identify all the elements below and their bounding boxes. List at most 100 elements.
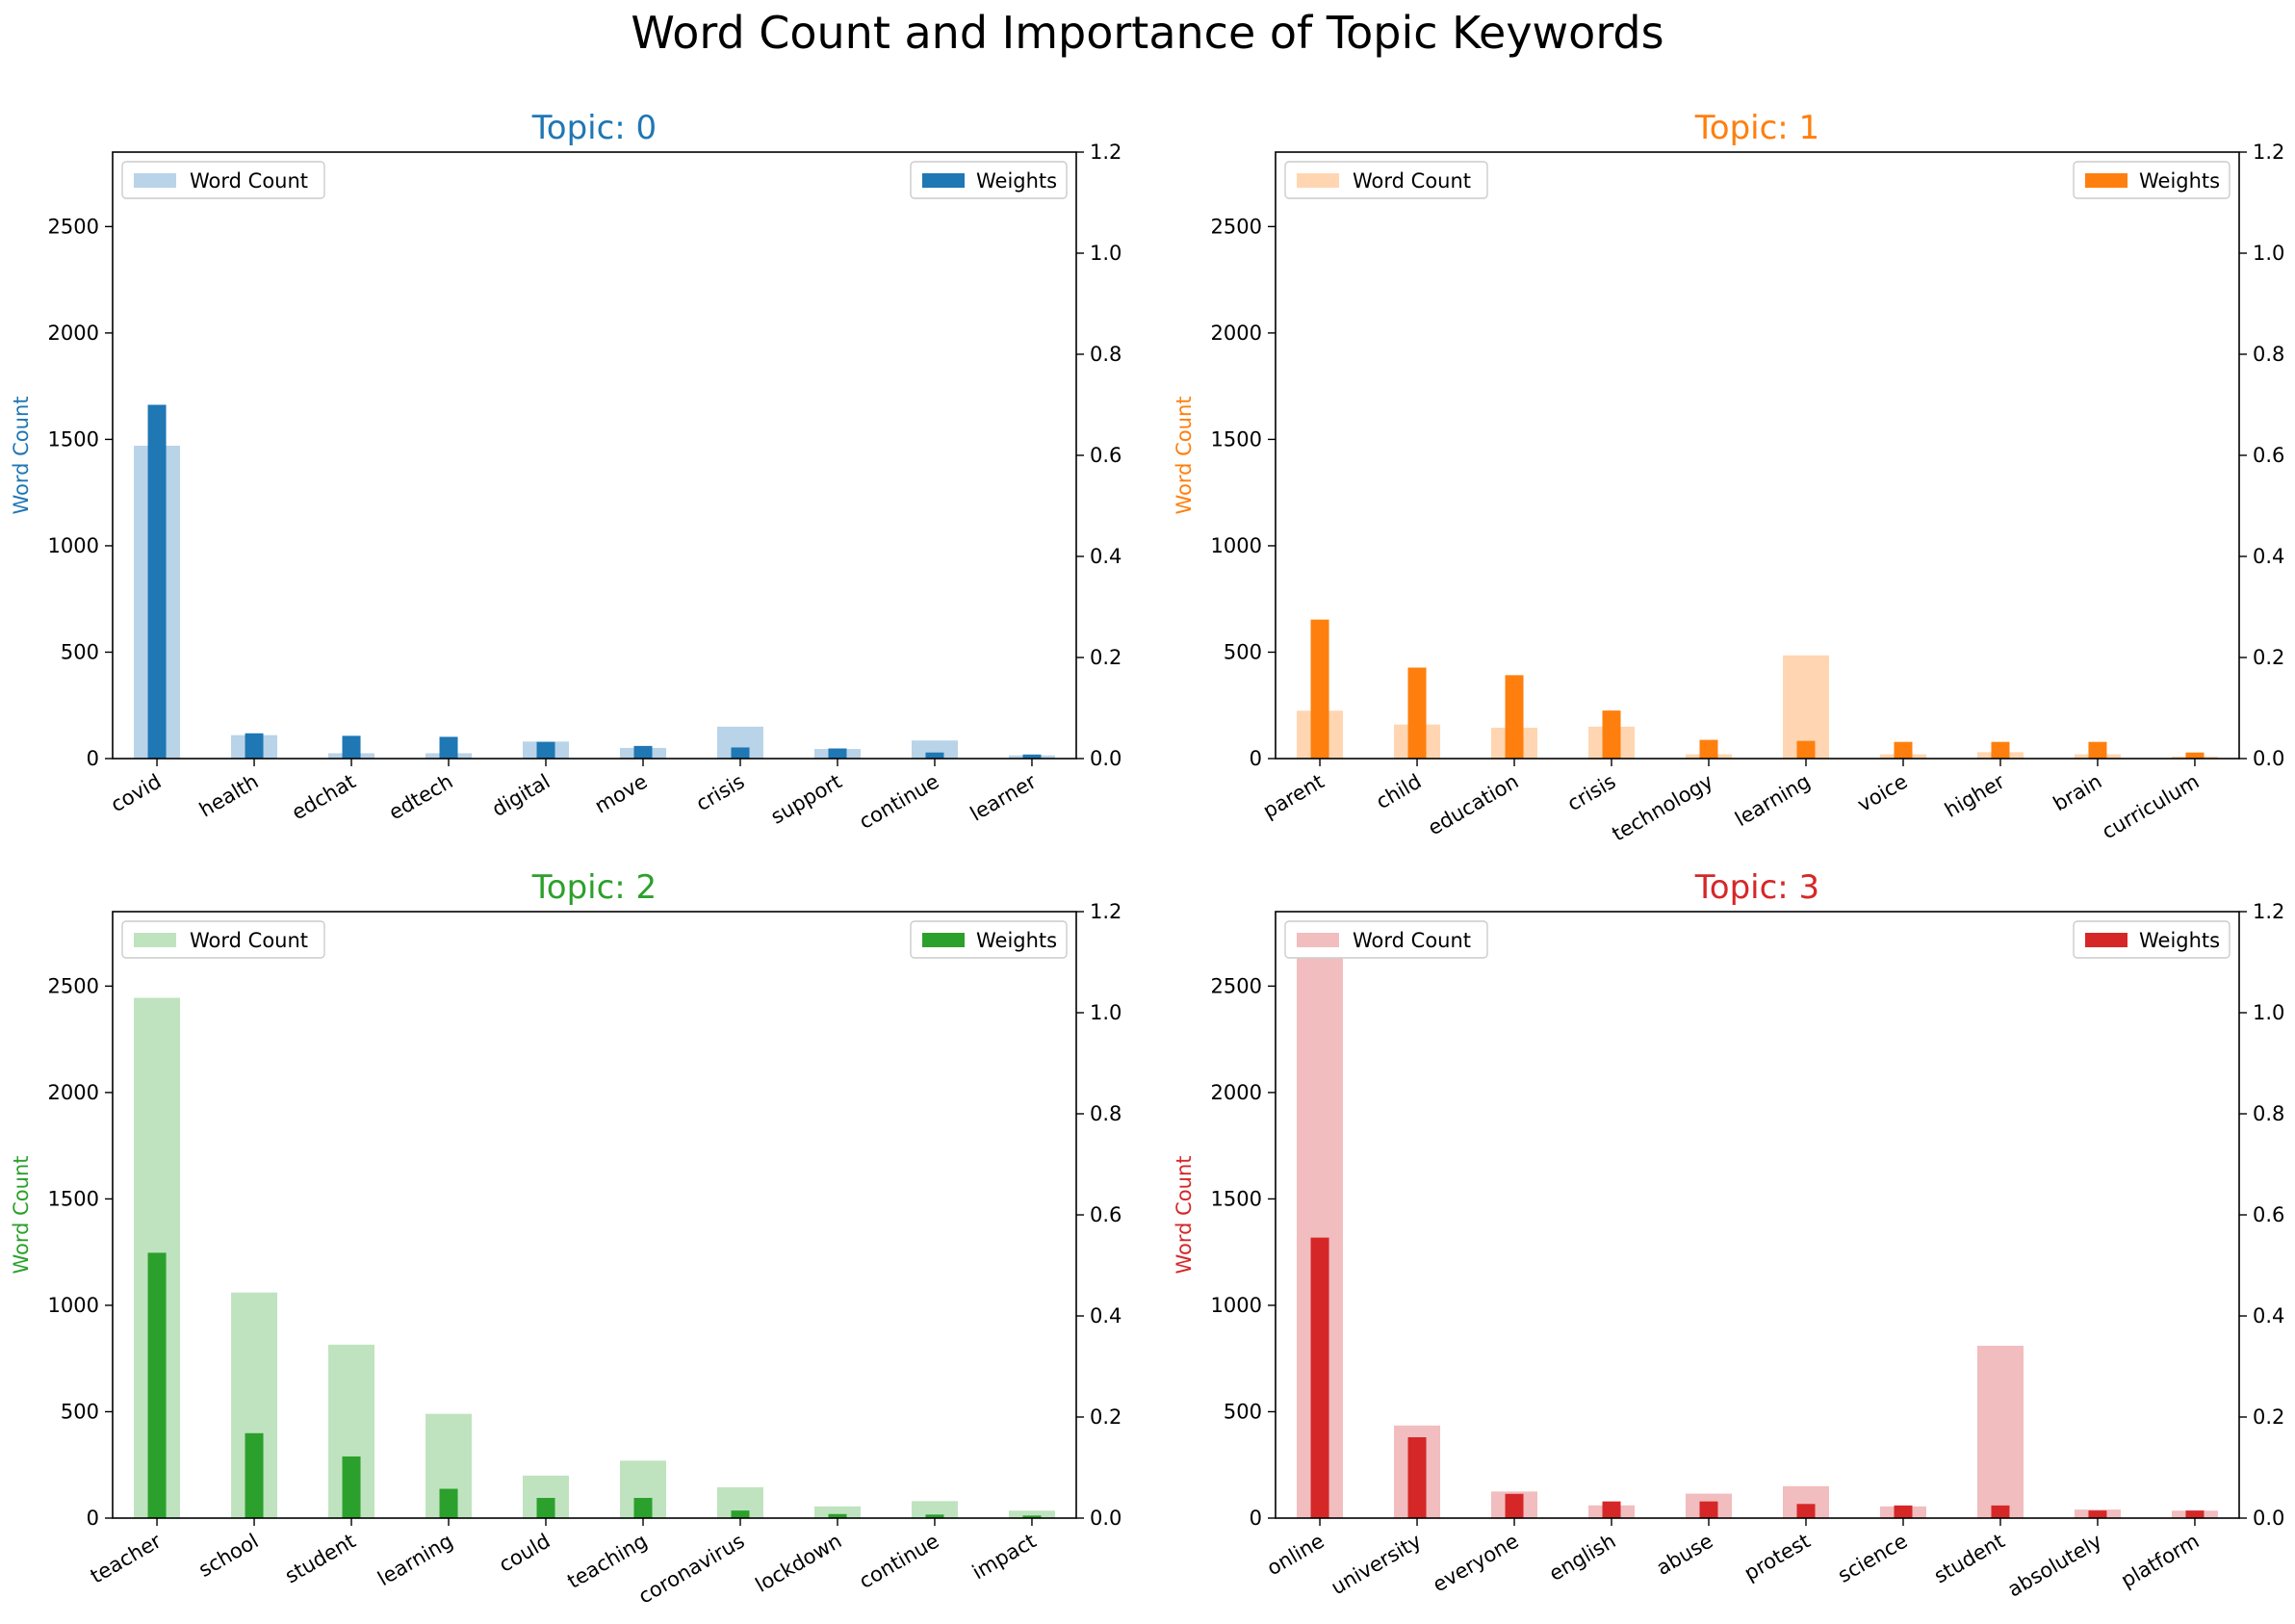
x-tick-label-curriculum: curriculum <box>2098 770 2203 844</box>
right-tick-label: 0.2 <box>1090 1405 1122 1429</box>
x-tick-label-brain: brain <box>2050 770 2106 816</box>
legend-swatch-word-count <box>134 173 176 188</box>
axes-frame <box>112 151 1077 760</box>
weight-bar-platform <box>2185 1510 2205 1518</box>
x-tick-label-protest: protest <box>1741 1530 1815 1585</box>
legend-word-count: Word Count <box>121 920 325 959</box>
x-tick-label-edtech: edtech <box>385 770 457 825</box>
x-tick-label-online: online <box>1263 1530 1328 1581</box>
x-tick-label-abuse: abuse <box>1653 1530 1717 1580</box>
left-tick-label: 500 <box>61 640 99 663</box>
right-tick-label: 0.2 <box>2253 646 2284 669</box>
weight-bar-school <box>245 1432 264 1518</box>
right-tick-label: 0.2 <box>2253 1405 2284 1429</box>
panel-title: Topic: 2 <box>531 868 657 907</box>
word-count-bar-continue <box>911 740 958 759</box>
weight-bar-online <box>1310 1237 1329 1518</box>
x-tick-label-technology: technology <box>1609 770 1717 846</box>
weight-bar-impact <box>1022 1515 1042 1518</box>
right-tick-label: 0.0 <box>1090 747 1122 770</box>
left-tick-label: 1000 <box>48 1294 99 1317</box>
right-tick-label: 0.0 <box>2253 747 2284 770</box>
x-tick-label-absolutely: absolutely <box>2003 1530 2105 1602</box>
x-tick-label-student: student <box>281 1530 360 1588</box>
legend-weights: Weights <box>2073 920 2231 959</box>
legend-label-weights: Weights <box>2139 169 2220 193</box>
panel-title: Topic: 0 <box>531 109 657 147</box>
right-tick-label: 1.2 <box>2253 141 2284 164</box>
right-tick-label: 1.2 <box>2253 900 2284 923</box>
panel-title: Topic: 1 <box>1694 109 1819 147</box>
word-count-bar-lockdown <box>813 1506 861 1518</box>
x-tick-label-student: student <box>1930 1530 2009 1588</box>
weight-bar-parent <box>1310 619 1329 759</box>
left-tick-label: 500 <box>1224 1400 1262 1423</box>
legend-swatch-weights <box>2085 933 2127 947</box>
weight-bar-learning <box>439 1488 458 1518</box>
y-axis-label: Word Count <box>10 1155 33 1274</box>
x-tick-label-school: school <box>194 1530 262 1582</box>
x-tick-label-parent: parent <box>1259 770 1328 823</box>
x-tick-label-could: could <box>495 1530 554 1577</box>
weight-bar-protest <box>1796 1504 1816 1518</box>
right-tick-label: 0.6 <box>2253 444 2284 467</box>
right-tick-label: 0.8 <box>1090 343 1122 366</box>
word-count-bar-continue <box>911 1501 958 1518</box>
left-tick-label: 1000 <box>1211 534 1262 557</box>
weight-bar-could <box>536 1498 555 1518</box>
right-tick-label: 0.0 <box>1090 1507 1122 1530</box>
legend-label-word-count: Word Count <box>190 929 308 952</box>
legend-label-word-count: Word Count <box>190 169 308 193</box>
y-axis-label: Word Count <box>10 396 33 514</box>
y-axis-label: Word Count <box>1173 396 1196 514</box>
right-tick-label: 0.4 <box>1090 545 1122 568</box>
x-tick-label-english: english <box>1545 1530 1619 1586</box>
x-tick-label-everyone: everyone <box>1429 1530 1522 1597</box>
left-tick-label: 2500 <box>1211 974 1262 997</box>
weight-bar-education <box>1505 675 1524 759</box>
weight-bar-english <box>1602 1501 1621 1518</box>
left-tick-label: 2500 <box>48 974 99 997</box>
left-tick-label: 1500 <box>48 427 99 451</box>
word-count-bar-impact <box>1008 1510 1055 1518</box>
weight-bar-covid <box>147 404 167 759</box>
right-tick-label: 0.8 <box>1090 1102 1122 1125</box>
x-tick-label-higher: higher <box>1941 769 2009 822</box>
weight-bar-curriculum <box>2185 752 2205 759</box>
x-tick-label-covid: covid <box>107 770 165 817</box>
right-tick-label: 1.2 <box>1090 900 1122 923</box>
left-tick-label: 1000 <box>48 534 99 557</box>
weight-bar-child <box>1407 667 1427 759</box>
left-tick-label: 2000 <box>48 322 99 345</box>
weight-bar-teaching <box>633 1498 653 1518</box>
right-tick-label: 1.0 <box>2253 1001 2284 1024</box>
weight-bar-learner <box>1022 754 1042 759</box>
legend-swatch-word-count <box>134 933 176 947</box>
legend-word-count: Word Count <box>121 161 325 199</box>
weight-bar-edtech <box>439 736 458 759</box>
x-tick-label-digital: digital <box>488 770 554 821</box>
legend-label-word-count: Word Count <box>1353 169 1471 193</box>
right-tick-label: 0.4 <box>2253 545 2284 568</box>
legend-swatch-word-count <box>1297 933 1339 947</box>
weight-bar-student <box>342 1456 361 1518</box>
topic-panel-0: Topic: 0 0 500 1000 1500 2000 2500 0.0 0.2 0.4 0.6… <box>10 109 1122 834</box>
legend-swatch-weights <box>2085 173 2127 188</box>
topic-panel-1: Topic: 1 0 500 1000 1500 2000 2500 0.0 0.2 0.4 0.6… <box>1173 109 2284 846</box>
legend-swatch-weights <box>922 173 965 188</box>
legend-weights: Weights <box>910 920 1068 959</box>
y-axis-label: Word Count <box>1173 1155 1196 1274</box>
topic-panel-2: Topic: 2 0 500 1000 1500 2000 2500 0.0 0.2 0.4 0.6… <box>10 868 1122 1609</box>
x-tick-label-learner: learner <box>967 769 1041 825</box>
left-tick-label: 2000 <box>1211 322 1262 345</box>
weight-bar-health <box>245 733 264 759</box>
x-tick-label-continue: continue <box>855 1530 942 1593</box>
weight-bar-brain <box>2088 741 2107 759</box>
weight-bar-abuse <box>1699 1501 1718 1518</box>
x-tick-label-child: child <box>1372 770 1425 814</box>
weight-bar-science <box>1894 1505 1913 1518</box>
right-tick-label: 0.8 <box>2253 1102 2284 1125</box>
left-tick-label: 0 <box>87 747 99 770</box>
weight-bar-absolutely <box>2088 1510 2107 1518</box>
